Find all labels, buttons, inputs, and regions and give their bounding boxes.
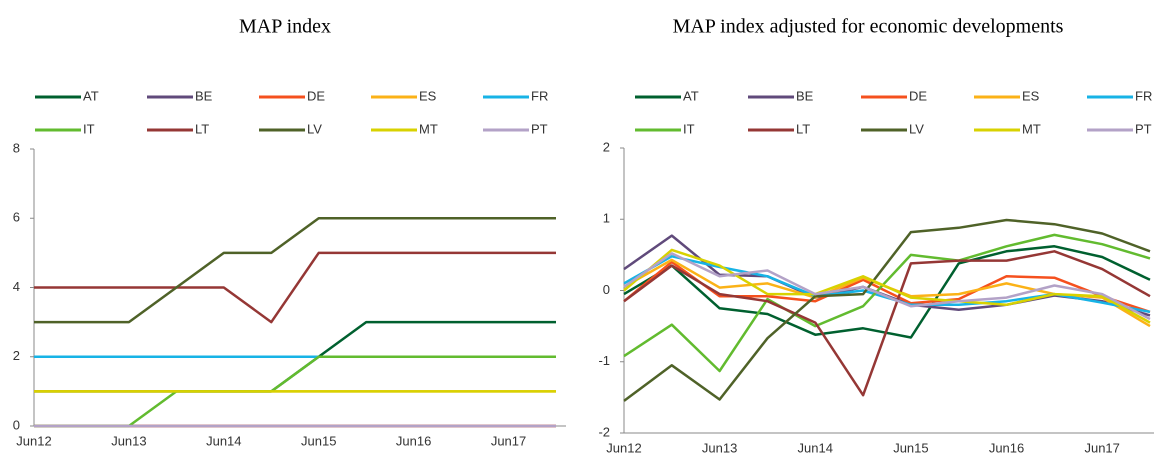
legend-label: AT [83, 88, 99, 103]
chart-title: MAP index [239, 16, 331, 38]
series-line [623, 248, 1151, 324]
x-tick-label: Jun17 [1084, 440, 1119, 455]
legend-label: LV [307, 121, 322, 136]
y-tick-label: -2 [598, 424, 610, 439]
y-tick-label: 2 [13, 348, 20, 363]
series-line [623, 233, 1151, 373]
x-tick-label: Jun14 [798, 440, 833, 455]
legend-label: LT [796, 121, 810, 136]
y-tick-label: 6 [13, 210, 20, 225]
chart-title: MAP index adjusted for economic developm… [673, 16, 1064, 38]
x-tick-label: Jun12 [606, 440, 641, 455]
series-line [623, 252, 1151, 321]
y-tick-label: 0 [13, 417, 20, 432]
legend-label: MT [1022, 121, 1041, 136]
x-tick-label: Jun12 [16, 433, 51, 448]
legend-label: ES [1022, 88, 1040, 103]
legend-label: PT [1135, 121, 1152, 136]
y-tick-label: 1 [603, 211, 610, 226]
legend-label: IT [683, 121, 695, 136]
series-line [34, 217, 556, 324]
x-tick-label: Jun13 [702, 440, 737, 455]
legend-label: MT [419, 121, 438, 136]
series-line [623, 234, 1151, 317]
series-line [623, 218, 1151, 402]
legend-label: IT [83, 121, 95, 136]
y-tick-label: 2 [603, 139, 610, 154]
x-tick-label: Jun17 [491, 433, 526, 448]
legend-label: PT [531, 121, 548, 136]
legend-label: LV [909, 121, 924, 136]
x-tick-label: Jun15 [893, 440, 928, 455]
x-tick-label: Jun13 [111, 433, 146, 448]
x-tick-label: Jun15 [301, 433, 336, 448]
x-tick-label: Jun14 [206, 433, 241, 448]
legend-label: FR [531, 88, 548, 103]
x-tick-label: Jun16 [989, 440, 1024, 455]
legend-label: FR [1135, 88, 1152, 103]
y-tick-label: 0 [603, 282, 610, 297]
legend-label: BE [195, 88, 213, 103]
y-tick-label: 4 [13, 279, 20, 294]
legend-label: DE [307, 88, 325, 103]
legend-label: DE [909, 88, 927, 103]
y-tick-label: 8 [13, 140, 20, 155]
legend-label: LT [195, 121, 209, 136]
series-line [34, 251, 556, 324]
y-tick-label: -1 [598, 353, 610, 368]
x-tick-label: Jun16 [396, 433, 431, 448]
legend-label: AT [683, 88, 699, 103]
series-line [623, 250, 1151, 397]
legend-label: BE [796, 88, 814, 103]
legend-label: ES [419, 88, 437, 103]
